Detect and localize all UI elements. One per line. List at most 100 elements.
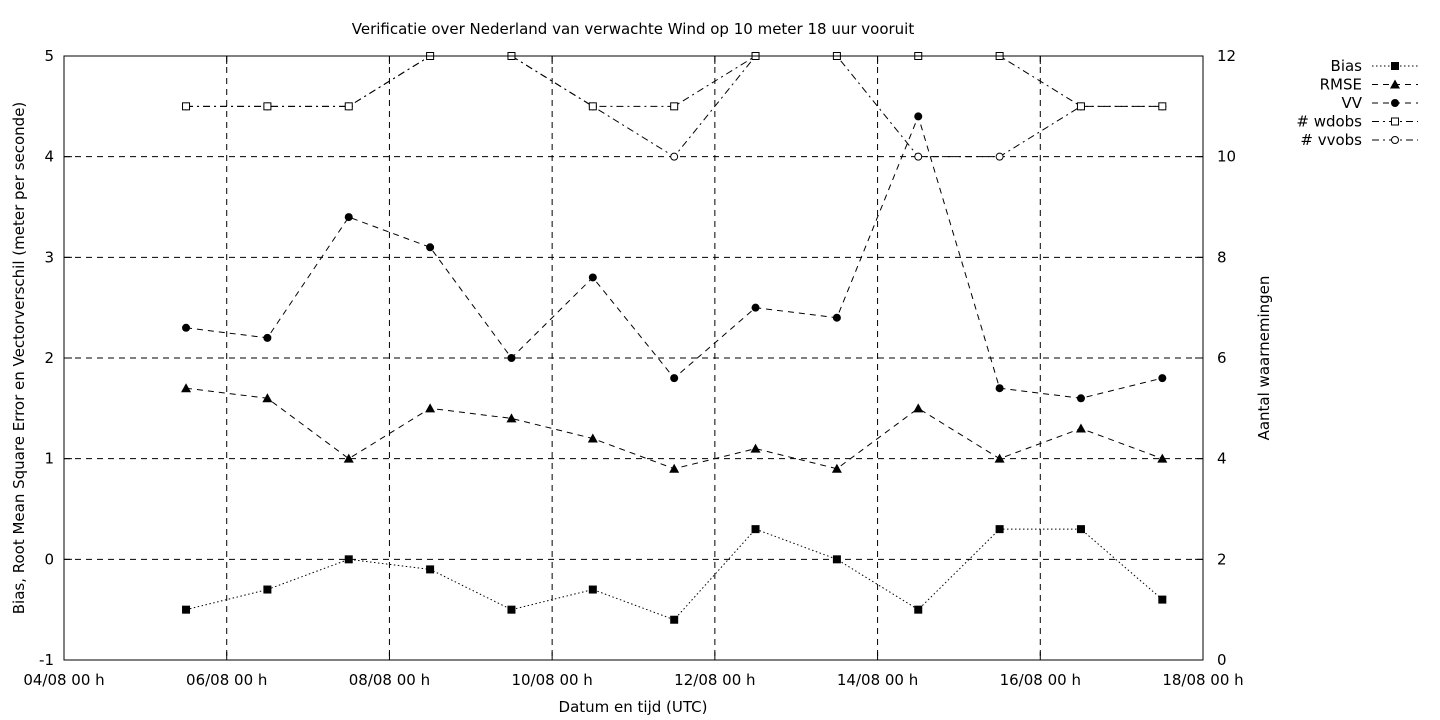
x-tick-label: 12/08 00 h (674, 671, 755, 689)
data-point (1157, 453, 1168, 463)
data-point (262, 393, 273, 403)
data-point (832, 313, 841, 322)
data-point (670, 374, 679, 383)
data-point (182, 102, 191, 111)
data-point (1158, 595, 1167, 604)
series-line (186, 55, 1163, 107)
legend-marker (1391, 62, 1399, 70)
data-point (181, 383, 192, 393)
data-point (995, 525, 1004, 534)
x-tick-label: 06/08 00 h (186, 671, 267, 689)
y-tick-label: -1 (39, 651, 54, 669)
series-bias (182, 525, 1167, 624)
data-point (750, 443, 761, 453)
legend-label: VV (1341, 94, 1362, 112)
series-rmse (181, 383, 1168, 473)
data-point (751, 525, 760, 534)
data-point (832, 555, 841, 564)
data-point (263, 585, 272, 594)
data-point (588, 273, 597, 282)
data-point (1076, 394, 1085, 403)
legend-marker (1390, 79, 1400, 89)
data-point (344, 102, 353, 111)
y-axis-label: Bias, Root Mean Square Error en Vectorve… (10, 102, 28, 615)
data-point (425, 403, 436, 413)
data-point (1076, 525, 1085, 534)
data-point (1075, 423, 1086, 433)
data-point (751, 303, 760, 312)
data-point (182, 605, 191, 614)
data-point (995, 384, 1004, 393)
y2-tick-label: 8 (1217, 248, 1227, 266)
data-point (669, 463, 680, 473)
data-point (1158, 102, 1167, 111)
y-tick-label: 0 (44, 550, 54, 568)
y-tick-label: 4 (44, 148, 54, 166)
y2-tick-label: 6 (1217, 349, 1227, 367)
y-tick-label: 5 (44, 47, 54, 65)
data-point (994, 453, 1005, 463)
y2-tick-label: 10 (1217, 148, 1236, 166)
legend-label: # wdobs (1296, 113, 1362, 131)
x-tick-label: 18/08 00 h (1162, 671, 1243, 689)
data-point (670, 102, 679, 111)
data-point (344, 213, 353, 222)
data-series (181, 52, 1168, 624)
data-point (831, 463, 842, 473)
x-tick-label: 08/08 00 h (349, 671, 430, 689)
data-point (913, 403, 924, 413)
data-point (587, 433, 598, 443)
chart-title: Verificatie over Nederland van verwachte… (352, 20, 915, 38)
x-tick-label: 04/08 00 h (23, 671, 104, 689)
series-line (185, 387, 1163, 470)
data-point (507, 605, 516, 614)
data-point (344, 555, 353, 564)
legend-marker (1391, 136, 1399, 144)
y-tick-label: 3 (44, 248, 54, 266)
legend-marker (1391, 117, 1399, 126)
y2-axis-ticks: 0 2 4 6 8 10 12 (1195, 47, 1236, 669)
data-point (426, 565, 435, 574)
data-point (914, 152, 923, 161)
grid-lines (64, 56, 1203, 660)
data-point (263, 333, 272, 342)
series-wdobs (182, 52, 1167, 111)
y2-axis-label: Aantal waarnemingen (1255, 276, 1273, 441)
data-point (507, 354, 516, 362)
series-vv (182, 112, 1167, 403)
legend-label: RMSE (1320, 76, 1362, 94)
data-point (588, 102, 597, 111)
y2-tick-label: 12 (1217, 47, 1236, 65)
data-point (914, 605, 923, 614)
data-point (426, 243, 435, 252)
x-tick-label: 14/08 00 h (837, 671, 918, 689)
y2-tick-label: 0 (1217, 651, 1227, 669)
legend-label: Bias (1331, 57, 1363, 75)
plot-frame (63, 55, 1204, 661)
y-axis-ticks: -1 0 1 2 3 4 5 (39, 47, 72, 669)
data-point (1158, 374, 1167, 383)
x-tick-label: 16/08 00 h (1000, 671, 1081, 689)
data-point (670, 615, 679, 624)
data-point (343, 453, 354, 463)
y2-tick-label: 2 (1217, 550, 1227, 568)
data-point (1076, 102, 1085, 111)
data-point (995, 152, 1004, 161)
data-point (588, 585, 597, 594)
data-point (263, 102, 272, 111)
y-tick-label: 2 (44, 349, 54, 367)
data-point (506, 413, 517, 423)
series-line (185, 528, 1163, 621)
y-tick-label: 1 (44, 450, 54, 468)
data-point (914, 112, 923, 121)
x-axis-ticks: 04/08 00 h 06/08 00 h 08/08 00 h 10/08 00 h… (23, 56, 1244, 689)
y2-tick-label: 4 (1217, 450, 1227, 468)
data-point (182, 323, 191, 332)
data-point (670, 152, 679, 161)
x-tick-label: 10/08 00 h (511, 671, 592, 689)
legend-label: # vvobs (1300, 131, 1362, 149)
legend-marker (1391, 99, 1399, 107)
x-axis-label: Datum en tijd (UTC) (559, 698, 708, 716)
